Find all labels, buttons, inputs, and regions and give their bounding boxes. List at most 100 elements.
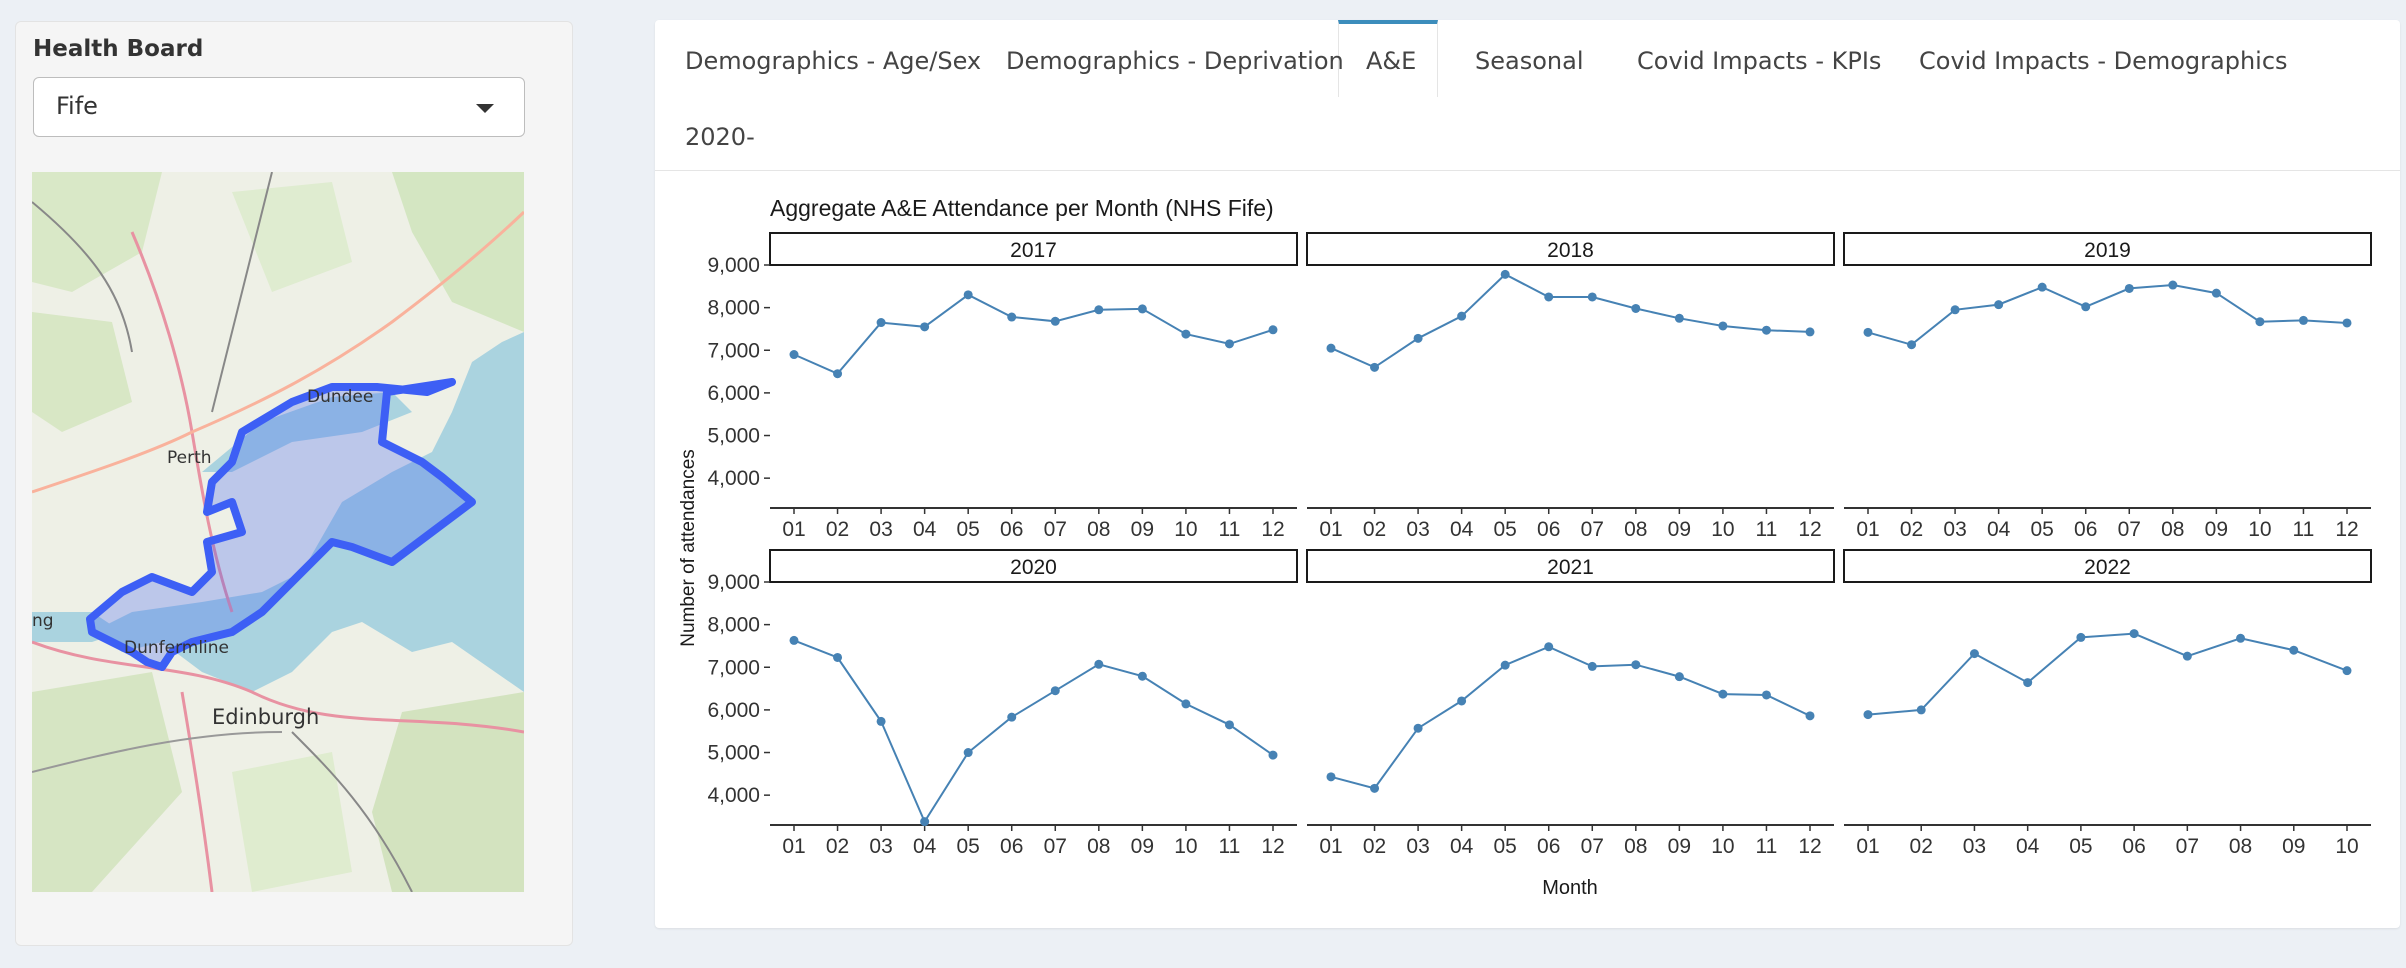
tab-covid-kpis[interactable]: Covid Impacts - KPIs bbox=[1637, 47, 1882, 75]
tab-2020[interactable]: 2020- bbox=[685, 123, 755, 151]
data-point bbox=[876, 716, 886, 726]
y-tick-label: 7,000 bbox=[707, 339, 760, 362]
x-tick-label: 02 bbox=[1363, 835, 1386, 858]
data-point bbox=[833, 369, 843, 379]
data-point bbox=[1137, 671, 1147, 681]
data-point bbox=[1050, 686, 1060, 696]
x-tick-label: 08 bbox=[2161, 518, 2184, 541]
data-point bbox=[920, 322, 930, 332]
data-point bbox=[1181, 329, 1191, 339]
y-tick-label: 9,000 bbox=[707, 571, 760, 594]
data-point bbox=[1094, 305, 1104, 315]
x-tick-label: 06 bbox=[2122, 835, 2145, 858]
data-point bbox=[1326, 343, 1336, 353]
x-tick-label: 03 bbox=[1406, 518, 1429, 541]
data-point bbox=[1326, 772, 1336, 782]
x-tick-label: 09 bbox=[1131, 835, 1154, 858]
map-label-dunfermline: Dunfermline bbox=[124, 638, 229, 658]
data-point bbox=[963, 290, 973, 300]
x-tick-label: 01 bbox=[1319, 518, 1342, 541]
data-point bbox=[2037, 282, 2047, 292]
facet-strip bbox=[1843, 232, 2372, 266]
data-point bbox=[1268, 325, 1278, 335]
data-point bbox=[1761, 325, 1771, 335]
data-point bbox=[1500, 660, 1510, 670]
data-point bbox=[2289, 645, 2299, 655]
data-point bbox=[1587, 292, 1597, 302]
facet-strip bbox=[1306, 549, 1835, 583]
tab-demographics-deprivation[interactable]: Demographics - Deprivation bbox=[1006, 47, 1344, 75]
tab-seasonal[interactable]: Seasonal bbox=[1475, 47, 1584, 75]
data-point bbox=[1718, 689, 1728, 699]
x-tick-label: 01 bbox=[782, 518, 805, 541]
y-tick-label: 9,000 bbox=[707, 254, 760, 277]
y-tick-label: 5,000 bbox=[707, 425, 760, 448]
tab-bar: Demographics - Age/Sex Demographics - De… bbox=[655, 20, 2400, 171]
data-point bbox=[1805, 327, 1815, 337]
facet-strip-label: 2019 bbox=[2084, 239, 2131, 262]
y-tick-label: 8,000 bbox=[707, 297, 760, 320]
data-point bbox=[2081, 302, 2091, 312]
data-point bbox=[1500, 269, 1510, 279]
x-tick-label: 04 bbox=[913, 518, 937, 541]
facet-strip bbox=[1306, 232, 1835, 266]
x-tick-label: 07 bbox=[1581, 835, 1604, 858]
y-tick-label: 4,000 bbox=[707, 784, 760, 807]
x-tick-label: 05 bbox=[2069, 835, 2092, 858]
data-point bbox=[1181, 699, 1191, 709]
x-tick-label: 02 bbox=[826, 835, 849, 858]
fife-region[interactable] bbox=[86, 378, 476, 671]
x-tick-label: 07 bbox=[2118, 518, 2141, 541]
map-label-fragment: ng bbox=[32, 611, 54, 631]
health-board-label: Health Board bbox=[33, 36, 204, 62]
x-tick-label: 01 bbox=[782, 835, 805, 858]
x-tick-label: 08 bbox=[1087, 835, 1110, 858]
data-point bbox=[789, 350, 799, 360]
data-point bbox=[1863, 710, 1873, 720]
x-tick-label: 09 bbox=[2205, 518, 2228, 541]
map-canvas[interactable]: Dundee Perth Dunfermline Edinburgh ng bbox=[32, 172, 524, 892]
series-line bbox=[1867, 632, 2348, 716]
data-point bbox=[1674, 672, 1684, 682]
health-board-select[interactable]: Fife bbox=[33, 77, 525, 137]
data-point bbox=[2342, 666, 2352, 676]
data-point bbox=[2129, 629, 2139, 639]
data-point bbox=[1969, 649, 1979, 659]
x-tick-label: 10 bbox=[2335, 835, 2358, 858]
data-point bbox=[2342, 318, 2352, 328]
facet-strip bbox=[769, 232, 1298, 266]
x-tick-label: 11 bbox=[1756, 835, 1778, 858]
x-tick-label: 08 bbox=[1087, 518, 1110, 541]
data-point bbox=[1718, 321, 1728, 331]
x-tick-label: 08 bbox=[1624, 518, 1647, 541]
x-tick-label: 12 bbox=[2335, 518, 2358, 541]
x-tick-label: 03 bbox=[1406, 835, 1429, 858]
chart-title: Aggregate A&E Attendance per Month (NHS … bbox=[770, 195, 1274, 221]
tab-ae[interactable]: A&E bbox=[1366, 47, 1417, 75]
data-point bbox=[1761, 690, 1771, 700]
data-point bbox=[1631, 660, 1641, 670]
x-tick-label: 04 bbox=[1450, 835, 1474, 858]
x-tick-label: 04 bbox=[1450, 518, 1474, 541]
health-board-map[interactable]: Dundee Perth Dunfermline Edinburgh ng bbox=[32, 172, 524, 892]
y-tick-label: 7,000 bbox=[707, 656, 760, 679]
x-tick-label: 11 bbox=[2293, 518, 2315, 541]
tab-demographics-age-sex[interactable]: Demographics - Age/Sex bbox=[685, 47, 982, 75]
x-tick-label: 10 bbox=[1174, 518, 1197, 541]
data-point bbox=[1544, 642, 1554, 652]
tab-covid-demographics[interactable]: Covid Impacts - Demographics bbox=[1919, 47, 2288, 75]
x-tick-label: 02 bbox=[1363, 518, 1386, 541]
map-label-edinburgh: Edinburgh bbox=[212, 705, 319, 729]
facet-strip bbox=[1843, 549, 2372, 583]
data-point bbox=[2211, 288, 2221, 298]
data-point bbox=[1413, 333, 1423, 343]
data-point bbox=[920, 817, 930, 827]
x-tick-label: 05 bbox=[1494, 835, 1517, 858]
x-tick-label: 01 bbox=[1856, 518, 1879, 541]
data-point bbox=[1224, 720, 1234, 730]
facet-strip bbox=[769, 549, 1298, 583]
data-point bbox=[876, 318, 886, 328]
data-point bbox=[963, 748, 973, 758]
data-point bbox=[1863, 327, 1873, 337]
x-tick-label: 01 bbox=[1319, 835, 1342, 858]
